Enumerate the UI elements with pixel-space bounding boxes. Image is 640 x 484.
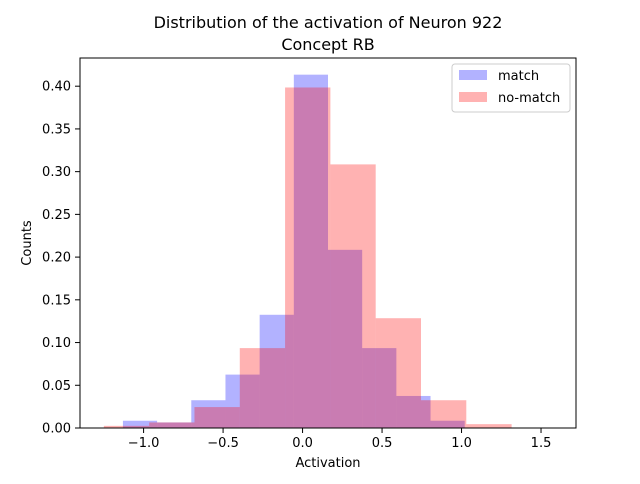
y-axis: 0.00 0.05 0.10 0.15 0.20 0.25 0.30 0.35 0.40: [42, 80, 80, 437]
x-tick-label: 0.0: [292, 436, 313, 451]
y-tick-label: 0.15: [42, 293, 71, 308]
chart-title-line1: Distribution of the activation of Neuron…: [154, 13, 503, 32]
bar-no-match-1: [149, 422, 195, 428]
bar-match-7: [362, 348, 397, 428]
x-tick-label: 0.5: [372, 436, 393, 451]
x-tick-label: −0.5: [207, 436, 239, 451]
bar-no-match-2: [194, 407, 240, 428]
y-axis-label: Counts: [20, 220, 35, 266]
bars-layer: [103, 74, 512, 429]
legend-label-no-match: no-match: [498, 91, 560, 106]
x-axis: −1.0 −0.5 0.0 0.5 1.0 1.5: [128, 428, 552, 451]
bar-match-9: [430, 420, 465, 428]
y-tick-label: 0.20: [42, 251, 71, 266]
bar-match-6: [328, 249, 363, 428]
bar-no-match-5: [330, 164, 376, 428]
legend-label-match: match: [498, 69, 539, 84]
legend-box: [451, 63, 571, 113]
bar-match-5: [293, 74, 328, 429]
bar-no-match-3: [239, 348, 286, 428]
y-tick-label: 0.40: [42, 80, 71, 95]
y-tick-label: 0.25: [42, 208, 71, 223]
bar-match-4: [259, 314, 294, 428]
y-tick-label: 0.30: [42, 165, 71, 180]
y-tick-label: 0.05: [42, 379, 71, 394]
bar-no-match-6: [375, 318, 421, 428]
bar-match-8: [396, 395, 431, 428]
y-tick-label: 0.00: [42, 422, 71, 437]
bar-match-1: [157, 422, 192, 428]
legend-swatch-no-match: [459, 92, 487, 102]
plot-frame: [79, 57, 577, 429]
y-tick-label: 0.10: [42, 336, 71, 351]
legend-swatch-match: [459, 70, 487, 80]
bar-no-match-4: [285, 87, 331, 428]
x-tick-label: 1.0: [451, 436, 472, 451]
bar-match-2: [191, 400, 226, 428]
bar-no-match-0: [103, 425, 150, 428]
legend: match no-match: [451, 63, 571, 113]
bar-no-match-8: [466, 424, 512, 428]
chart-title-line2: Concept RB: [281, 35, 374, 54]
bar-match-3: [225, 374, 260, 428]
x-axis-label: Activation: [295, 456, 360, 471]
x-tick-label: −1.0: [128, 436, 160, 451]
bar-no-match-7: [421, 400, 467, 428]
y-tick-label: 0.35: [42, 122, 71, 137]
x-tick-label: 1.5: [531, 436, 552, 451]
bar-match-0: [122, 420, 158, 428]
